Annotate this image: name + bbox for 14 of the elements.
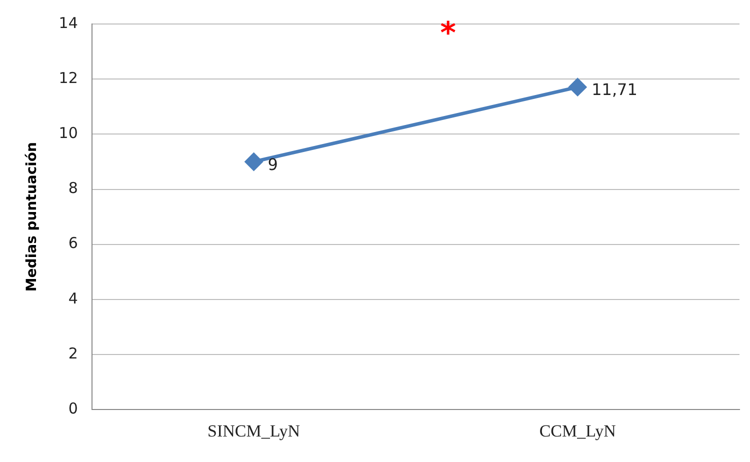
y-tick-label: 0 [68,399,78,418]
y-tick-label: 2 [68,344,78,362]
y-tick-label: 6 [68,234,78,252]
annotation: * [440,16,456,51]
data-label: 11,71 [592,80,638,100]
x-tick-label: SINCM_LyN [208,421,300,440]
y-tick-label: 12 [58,68,78,87]
y-tick-label: 14 [58,14,78,32]
y-tick-label: 8 [68,179,78,198]
y-axis-title: Medias puntuación [24,142,40,292]
y-tick-label: 10 [58,124,78,142]
data-label: 9 [268,154,278,174]
x-tick-label: CCM_LyN [539,421,616,440]
y-tick-label: 4 [68,289,78,308]
